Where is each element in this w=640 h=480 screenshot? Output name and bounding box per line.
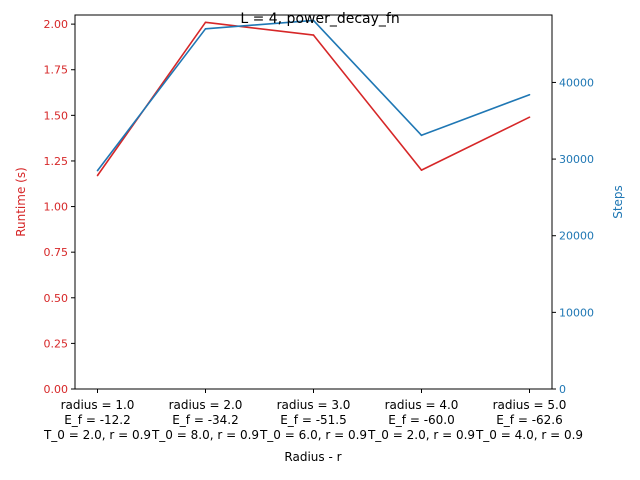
series-point-right-2 (312, 19, 315, 22)
marks-layer (96, 19, 531, 177)
chart-title: L = 4, power_decay_fn (240, 11, 399, 27)
x-axis-label: Radius - r (284, 450, 341, 464)
right-tick-label: 40000 (559, 76, 594, 89)
right-tick-label: 20000 (559, 230, 594, 243)
left-axis-label: Runtime (s) (14, 167, 28, 237)
x-tick-label-line: T_0 = 8.0, r = 0.9 (151, 428, 259, 442)
x-tick-label-line: radius = 2.0 (169, 398, 243, 412)
series-point-right-3 (420, 134, 423, 137)
left-tick-label: 1.75 (44, 64, 69, 77)
series-point-right-4 (528, 93, 531, 96)
left-tick-label: 0.25 (44, 337, 69, 350)
series-point-left-4 (528, 116, 531, 118)
left-tick-label: 0.75 (44, 246, 69, 259)
series-point-right-1 (204, 27, 207, 30)
x-tick-label-line: T_0 = 6.0, r = 0.9 (259, 428, 367, 442)
left-tick-label: 0.00 (44, 383, 69, 396)
series-point-right-0 (96, 169, 99, 172)
series-point-left-2 (312, 34, 315, 36)
right-tick-label: 10000 (559, 306, 594, 319)
x-tick-label-line: E_f = -51.5 (280, 413, 347, 427)
x-tick-label-line: T_0 = 4.0, r = 0.9 (475, 428, 583, 442)
x-tick-label-line: radius = 1.0 (61, 398, 135, 412)
x-tick-label-line: T_0 = 2.0, r = 0.9 (43, 428, 151, 442)
series-point-left-3 (420, 169, 423, 171)
x-tick-label-line: E_f = -12.2 (64, 413, 131, 427)
right-axis-label: Steps (611, 185, 625, 219)
x-tick-label-line: radius = 5.0 (493, 398, 567, 412)
left-tick-label: 0.50 (44, 292, 69, 305)
left-tick-label: 1.25 (44, 155, 69, 168)
right-tick-label: 0 (559, 383, 566, 396)
left-tick-label: 1.00 (44, 201, 69, 214)
x-tick-label-line: E_f = -34.2 (172, 413, 239, 427)
left-tick-label: 1.50 (44, 109, 69, 122)
x-tick-label-line: radius = 3.0 (277, 398, 351, 412)
x-tick-label-line: radius = 4.0 (385, 398, 459, 412)
series-point-left-0 (96, 174, 99, 177)
axes-layer: 0.00 0.25 0.50 0.75 1.00 1.25 1.50 1.75 2.00 0 100… (43, 18, 594, 442)
left-tick-label: 2.00 (44, 18, 69, 31)
right-tick-label: 30000 (559, 153, 594, 166)
x-tick-label-line: E_f = -62.6 (496, 413, 563, 427)
series-point-left-1 (204, 21, 207, 24)
x-tick-label-line: T_0 = 2.0, r = 0.9 (367, 428, 475, 442)
x-tick-label-line: E_f = -60.0 (388, 413, 455, 427)
